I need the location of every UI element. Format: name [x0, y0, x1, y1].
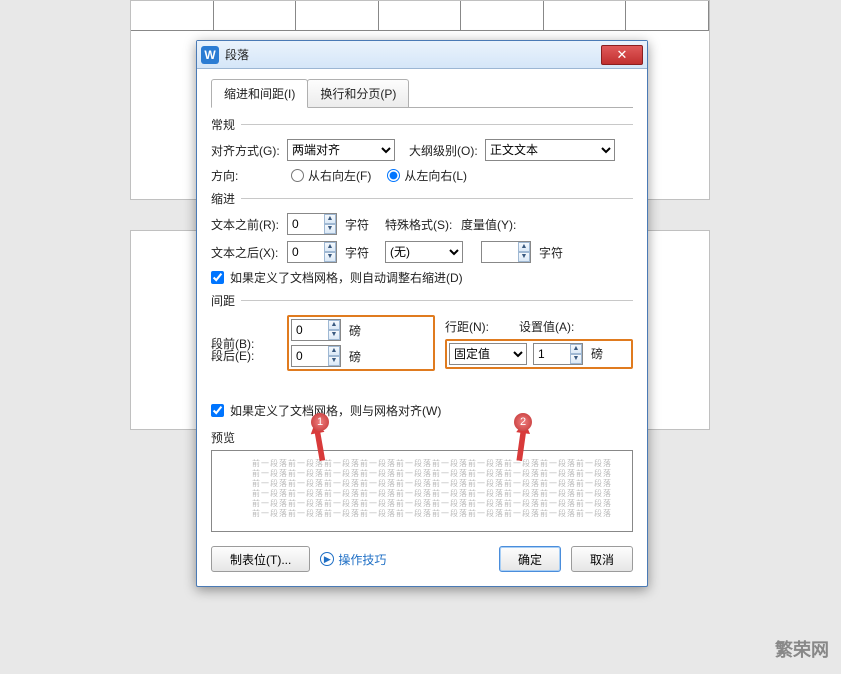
play-icon: ▶ — [320, 552, 334, 566]
paragraph-dialog: W 段落 ✕ 缩进和间距(I) 换行和分页(P) 常规 对齐方式(G): 两端对… — [196, 40, 648, 587]
preview-label: 预览 — [211, 429, 633, 446]
dialog-title: 段落 — [225, 46, 601, 63]
outline-select[interactable]: 正文文本 — [485, 139, 615, 161]
section-spacing: 间距 — [211, 292, 633, 309]
special-label: 特殊格式(S): — [385, 216, 455, 233]
space-before-unit: 磅 — [349, 322, 361, 339]
metric-unit: 字符 — [539, 244, 563, 261]
section-general: 常规 — [211, 116, 633, 133]
legend-indent: 缩进 — [211, 190, 241, 207]
auto-adjust-checkbox[interactable]: 如果定义了文档网格，则自动调整右缩进(D) — [211, 269, 633, 286]
outline-label: 大纲级别(O): — [409, 142, 479, 159]
space-after-spinner[interactable]: ▲▼ — [291, 345, 341, 367]
direction-label: 方向: — [211, 167, 281, 184]
dir-ltr-radio[interactable]: 从左向右(L) — [387, 167, 467, 184]
titlebar[interactable]: W 段落 ✕ — [197, 41, 647, 69]
section-indent: 缩进 — [211, 190, 633, 207]
close-icon: ✕ — [617, 47, 628, 63]
line-spacing-select[interactable]: 固定值 — [449, 343, 527, 365]
tabstops-button[interactable]: 制表位(T)... — [211, 546, 310, 572]
align-label: 对齐方式(G): — [211, 142, 281, 159]
preview-box: 前一段落前一段落前一段落前一段落前一段落前一段落前一段落前一段落前一段落前一段落… — [211, 450, 633, 532]
legend-spacing: 间距 — [211, 292, 241, 309]
special-select[interactable]: (无) — [385, 241, 463, 263]
set-value-unit: 磅 — [591, 345, 603, 362]
close-button[interactable]: ✕ — [601, 45, 643, 65]
snap-grid-checkbox[interactable]: 如果定义了文档网格，则与网格对齐(W) — [211, 402, 633, 419]
text-after-label: 文本之后(X): — [211, 244, 281, 261]
metric-spinner[interactable]: ▲▼ — [481, 241, 531, 263]
highlight-box-1: ▲▼ 磅 ▲▼ 磅 — [287, 315, 435, 371]
space-after-unit: 磅 — [349, 348, 361, 365]
align-select[interactable]: 两端对齐 — [287, 139, 395, 161]
watermark: 繁荣网 — [775, 636, 829, 662]
set-value-label: 设置值(A): — [519, 318, 574, 335]
tips-link[interactable]: ▶ 操作技巧 — [320, 551, 386, 568]
text-before-unit: 字符 — [345, 216, 369, 233]
space-before-spinner[interactable]: ▲▼ — [291, 319, 341, 341]
line-spacing-label: 行距(N): — [445, 318, 489, 335]
text-before-spinner[interactable]: ▲▼ — [287, 213, 337, 235]
tab-line-page-break[interactable]: 换行和分页(P) — [307, 79, 409, 107]
app-icon: W — [201, 46, 219, 64]
cancel-button[interactable]: 取消 — [571, 546, 633, 572]
text-after-spinner[interactable]: ▲▼ — [287, 241, 337, 263]
text-after-unit: 字符 — [345, 244, 369, 261]
legend-general: 常规 — [211, 116, 241, 133]
metric-label: 度量值(Y): — [461, 216, 531, 233]
text-before-label: 文本之前(R): — [211, 216, 281, 233]
highlight-box-2: 固定值 ▲▼ 磅 — [445, 339, 633, 369]
ok-button[interactable]: 确定 — [499, 546, 561, 572]
set-value-spinner[interactable]: ▲▼ — [533, 343, 583, 365]
tab-bar: 缩进和间距(I) 换行和分页(P) — [211, 79, 633, 108]
space-after-label: 段后(E): — [211, 347, 281, 364]
tab-indent-spacing[interactable]: 缩进和间距(I) — [211, 79, 308, 108]
dir-rtl-radio[interactable]: 从右向左(F) — [291, 167, 371, 184]
